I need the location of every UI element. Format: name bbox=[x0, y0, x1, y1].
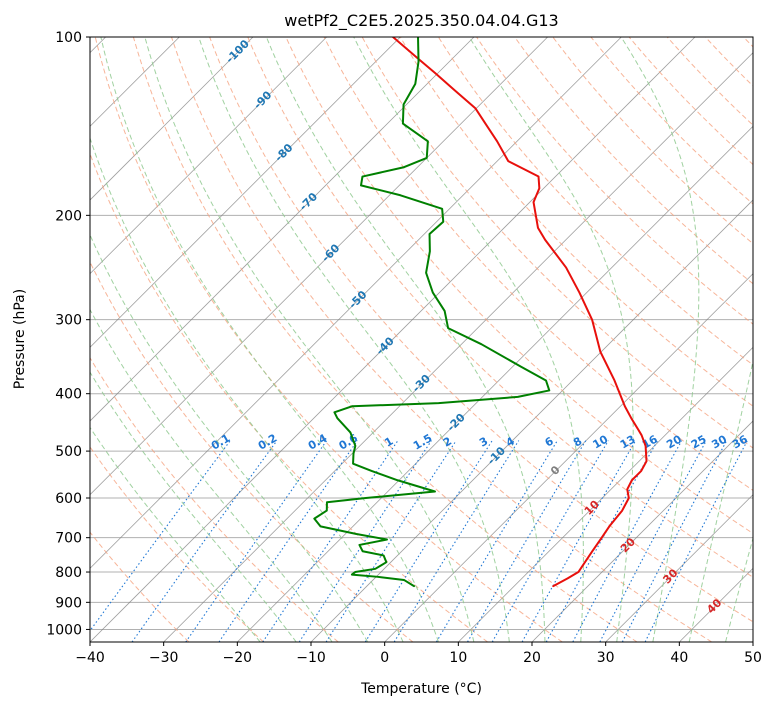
isotherm-line bbox=[384, 273, 753, 642]
mixing-ratio-line bbox=[545, 440, 659, 642]
dry-adiabat bbox=[285, 37, 753, 535]
y-tick-label: 300 bbox=[55, 313, 82, 329]
chart-title: wetPf2_C2E5.2025.350.04.04.G13 bbox=[284, 11, 558, 31]
mixing-ratio-line bbox=[218, 440, 358, 642]
x-tick-label: 40 bbox=[670, 650, 688, 666]
profiles bbox=[313, 37, 648, 588]
isotherm-line bbox=[90, 37, 401, 348]
mixing-ratio-line bbox=[262, 440, 399, 642]
dry-adiabat bbox=[94, 37, 563, 642]
moist-adiabat bbox=[265, 37, 546, 642]
y-tick-label: 200 bbox=[55, 208, 82, 224]
isotherm-line bbox=[90, 37, 696, 642]
x-tick-label: 50 bbox=[744, 650, 762, 666]
dry-adiabat bbox=[90, 356, 339, 642]
moist-adiabat bbox=[725, 536, 753, 642]
dry-adiabat bbox=[552, 37, 753, 245]
dry-adiabat bbox=[90, 152, 488, 642]
x-tick-label: −10 bbox=[296, 650, 326, 666]
isotherm-line bbox=[237, 125, 753, 642]
isotherm-line bbox=[458, 346, 753, 642]
dry-adiabat bbox=[590, 37, 753, 205]
y-tick-label: 400 bbox=[55, 387, 82, 403]
dry-adiabat bbox=[209, 37, 753, 623]
plot-frame bbox=[89, 36, 754, 643]
moist-adiabat bbox=[620, 37, 700, 642]
y-tick-label: 600 bbox=[55, 491, 82, 507]
dry-adiabat bbox=[247, 37, 753, 578]
isotherm-line bbox=[531, 420, 753, 642]
dry-adiabat bbox=[90, 531, 190, 642]
mixing-ratio-line bbox=[131, 440, 278, 642]
y-tick-label: 800 bbox=[55, 565, 82, 581]
y-tick-label: 100 bbox=[55, 30, 82, 46]
temperature-profile-line bbox=[391, 37, 648, 588]
axes: −40 −30 −20 −10 0 10 20 30 40 50 100 200 300 400 500 60… bbox=[46, 30, 762, 666]
isotherm-line bbox=[163, 52, 753, 642]
dry-adiabat bbox=[132, 37, 638, 642]
mixing-ratio-line bbox=[364, 440, 493, 642]
y-tick-label: 700 bbox=[55, 531, 82, 547]
mixing-ratio-line bbox=[572, 440, 683, 642]
moist-adiabat bbox=[100, 37, 439, 642]
y-axis-title: Pressure (hPa) bbox=[12, 289, 28, 389]
moist-adiabat bbox=[90, 233, 369, 642]
moist-adiabat bbox=[144, 37, 475, 642]
dry-adiabat bbox=[171, 37, 713, 642]
x-tick-label: 30 bbox=[597, 650, 615, 666]
moist-adiabat bbox=[90, 426, 261, 642]
moist-adiabat bbox=[688, 358, 753, 642]
dry-adiabat bbox=[90, 260, 414, 642]
isotherm-line bbox=[605, 494, 753, 642]
x-tick-label: 10 bbox=[449, 650, 467, 666]
mixing-ratio-line bbox=[644, 440, 748, 642]
isotherm-line bbox=[90, 37, 548, 496]
mixing-ratio-line bbox=[325, 440, 457, 642]
mixing-ratio-line bbox=[467, 440, 587, 642]
dry-adiabat bbox=[399, 37, 753, 407]
dry-adiabat bbox=[361, 37, 753, 449]
dry-adiabat bbox=[438, 37, 753, 366]
x-tick-label: 0 bbox=[380, 650, 389, 666]
x-tick-label: −20 bbox=[223, 650, 253, 666]
moist-adiabat bbox=[353, 37, 584, 642]
isotherm-line bbox=[90, 37, 327, 275]
mixing-ratio-line bbox=[393, 440, 520, 642]
background-lines bbox=[90, 37, 753, 642]
moist-adiabat bbox=[90, 136, 404, 642]
mixing-ratio-line bbox=[435, 440, 558, 642]
dry-adiabat bbox=[323, 37, 753, 491]
y-tick-label: 1000 bbox=[46, 622, 82, 638]
isotherm-line bbox=[90, 37, 254, 201]
dewpoint-profile-line bbox=[313, 37, 551, 588]
x-tick-label: 20 bbox=[523, 650, 541, 666]
x-tick-label: −40 bbox=[75, 650, 105, 666]
mixing-ratio-line bbox=[298, 440, 432, 642]
y-tick-label: 900 bbox=[55, 595, 82, 611]
isotherm-line bbox=[90, 37, 475, 422]
mixing-ratio-line bbox=[521, 440, 637, 642]
dry-adiabat bbox=[476, 37, 753, 325]
moist-adiabat bbox=[90, 308, 333, 642]
x-axis-title: Temperature (°C) bbox=[360, 681, 482, 697]
isotherm-line bbox=[90, 37, 622, 569]
y-tick-label: 500 bbox=[55, 444, 82, 460]
x-tick-label: −30 bbox=[149, 650, 179, 666]
mixing-ratio-line bbox=[185, 440, 328, 642]
mixing-ratio-line bbox=[90, 440, 231, 632]
moist-adiabat bbox=[198, 37, 510, 642]
